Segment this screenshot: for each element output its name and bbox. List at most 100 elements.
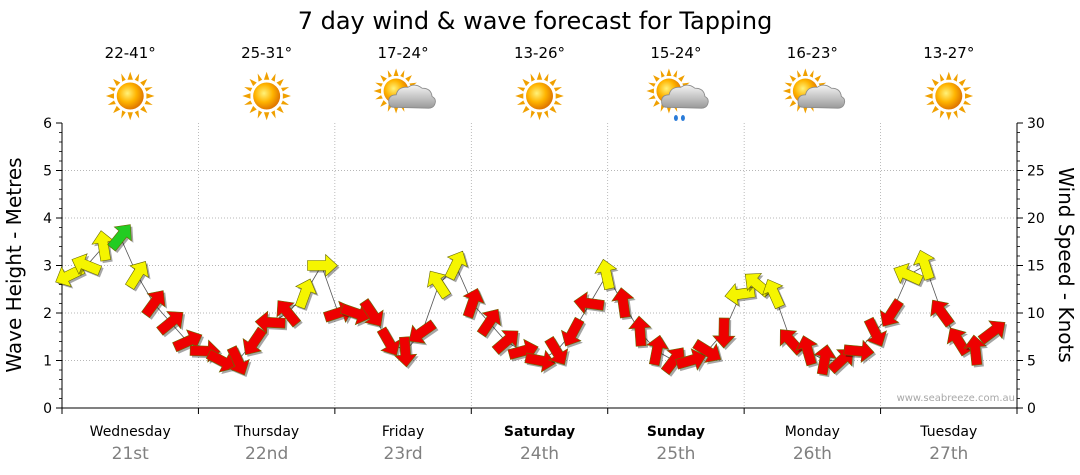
- credit-text: www.seabreeze.com.au: [897, 393, 1015, 404]
- wind-arrow: [524, 349, 556, 373]
- wind-arrow: [827, 349, 854, 375]
- wind-arrow: [675, 348, 707, 371]
- wind-arrow: [843, 339, 875, 363]
- day-date: 22nd: [245, 444, 288, 464]
- wind-arrow: [893, 262, 924, 286]
- wind-arrow: [339, 303, 371, 326]
- wind-arrow: [491, 330, 519, 355]
- left-tick-label: 2: [43, 306, 52, 322]
- sun-shape: [924, 71, 974, 121]
- wind-arrow: [427, 270, 452, 300]
- wind-arrow: [660, 347, 686, 376]
- day-date: 21st: [112, 444, 149, 464]
- day-name: Tuesday: [919, 424, 977, 440]
- right-tick-label: 10: [1027, 306, 1045, 322]
- wind-arrow: [646, 334, 670, 367]
- wind-arrow: [611, 287, 635, 319]
- day-temp: 13-27°: [923, 44, 974, 62]
- sun-shape: [105, 71, 155, 121]
- sun-shape: [515, 71, 564, 121]
- wind-arrow: [307, 253, 338, 278]
- wind-arrow: [444, 250, 468, 281]
- rain-drop: [680, 115, 685, 121]
- rain-drop: [673, 115, 678, 121]
- wind-arrow: [462, 287, 485, 319]
- wind-arrow: [544, 336, 569, 366]
- right-tick-label: 15: [1027, 259, 1045, 275]
- wind-arrow: [863, 316, 887, 347]
- wind-arrow: [560, 316, 585, 347]
- left-tick-label: 1: [43, 354, 52, 370]
- wind-arrow: [107, 224, 132, 252]
- wind-arrow: [795, 335, 818, 367]
- wind-arrows: [55, 224, 1008, 378]
- day-labels: Wednesday 21st Thursday 22nd Friday 23rd Satur…: [90, 424, 978, 464]
- wind-arrow: [712, 317, 736, 349]
- right-tick-label: 20: [1027, 211, 1045, 227]
- plot-grid: [62, 123, 1017, 408]
- left-tick-label: 3: [43, 259, 52, 275]
- left-tick-label: 0: [43, 401, 52, 417]
- day-temp: 16-23°: [787, 44, 838, 62]
- wind-arrow: [91, 230, 115, 262]
- sun-icon: [515, 71, 564, 121]
- wind-arrow: [141, 290, 166, 319]
- wind-arrow: [359, 298, 384, 327]
- wind-arrow: [393, 336, 418, 368]
- wind-arrow: [628, 315, 652, 347]
- day-temp: 17-24°: [378, 44, 429, 62]
- sun-cloud-rain-icon: [646, 68, 709, 121]
- wind-arrow: [408, 319, 437, 344]
- day-temp: 22-41°: [105, 44, 156, 62]
- wind-arrow: [156, 311, 184, 336]
- left-tick-label: 5: [43, 164, 52, 180]
- left-tick-label: 6: [43, 116, 52, 132]
- right-tick-label: 5: [1027, 354, 1036, 370]
- day-date: 25th: [656, 444, 695, 464]
- left-axis-label: Wave Height - Metres: [2, 157, 26, 372]
- right-tick-label: 25: [1027, 164, 1045, 180]
- axes: 0 1 2 3 4 5 6 0 5 10 15 20 25 30: [43, 116, 1045, 417]
- day-name: Sunday: [647, 424, 705, 440]
- sun-cloud-icon: [373, 68, 436, 114]
- chart-title: 7 day wind & wave forecast for Tapping: [298, 7, 773, 35]
- day-name: Saturday: [504, 424, 575, 440]
- wind-arrow: [692, 338, 722, 363]
- right-tick-label: 30: [1027, 116, 1045, 132]
- right-tick-label: 0: [1027, 401, 1036, 417]
- day-date: 24th: [520, 444, 559, 464]
- wind-arrow: [762, 278, 785, 310]
- wind-arrow: [294, 278, 317, 310]
- wind-arrow: [476, 308, 501, 338]
- left-tick-label: 4: [43, 211, 52, 227]
- wind-arrow: [879, 298, 904, 327]
- sun-icon: [242, 71, 291, 121]
- sun-icon: [105, 71, 155, 121]
- day-name: Friday: [382, 424, 424, 440]
- wind-arrow: [963, 334, 987, 366]
- day-date: 23rd: [384, 444, 423, 464]
- day-name: Thursday: [233, 424, 299, 440]
- day-header: 22-41° 25-31° 17-24° 13-26° 15-24° 16-23° 13-2…: [105, 44, 974, 121]
- wind-arrow: [594, 258, 618, 291]
- day-date: 27th: [929, 444, 968, 464]
- wind-arrow: [242, 326, 267, 356]
- wind-arrow: [912, 249, 936, 281]
- wind-arrow: [813, 344, 837, 376]
- wind-arrow: [226, 345, 250, 376]
- wind-arrow: [376, 326, 401, 356]
- wind-arrow: [930, 299, 955, 328]
- wind-arrow: [977, 320, 1006, 345]
- day-name: Wednesday: [90, 424, 171, 440]
- day-date: 26th: [793, 444, 832, 464]
- wind-arrow: [124, 261, 149, 290]
- sun-shape: [242, 71, 291, 121]
- wind-arrow: [573, 291, 605, 315]
- wind-arrow: [946, 327, 971, 357]
- day-name: Monday: [785, 424, 840, 440]
- day-temp: 25-31°: [241, 44, 292, 62]
- day-temp: 15-24°: [650, 44, 701, 62]
- wind-arrow: [205, 349, 236, 373]
- day-temp: 13-26°: [514, 44, 565, 62]
